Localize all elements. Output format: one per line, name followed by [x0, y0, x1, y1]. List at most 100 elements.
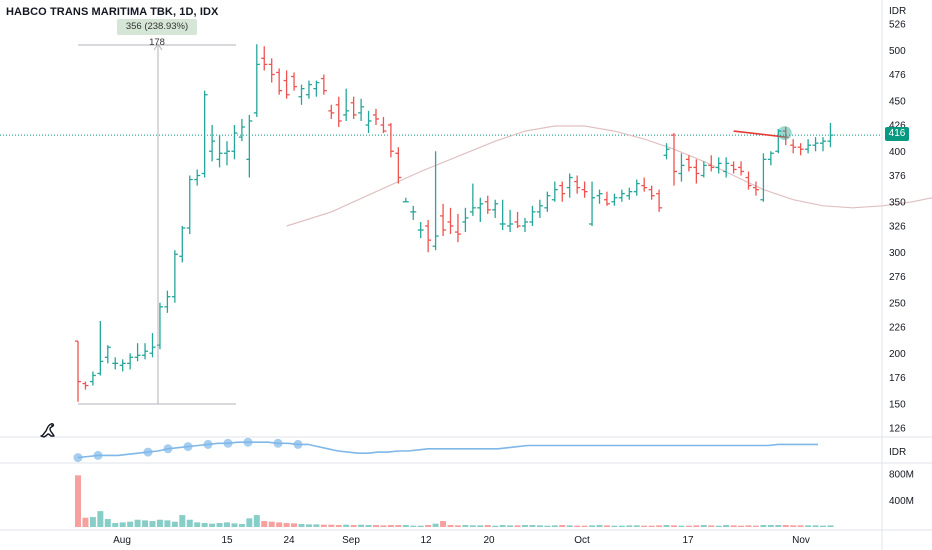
- ohlc-bar: [350, 96, 357, 119]
- time-tick-label: 24: [283, 535, 295, 546]
- time-tick-label: 17: [682, 535, 694, 546]
- volume-bar: [343, 524, 350, 527]
- volume-bar: [574, 525, 581, 527]
- volume-bar: [305, 524, 312, 527]
- measure-arrow-icon: [153, 43, 163, 51]
- volume-bar: [328, 524, 335, 527]
- ohlc-bar: [276, 68, 283, 95]
- ohlc-bar: [395, 147, 402, 184]
- price-tick-label: 476: [889, 70, 906, 81]
- last-price-tag: 416: [885, 127, 909, 141]
- volume-bar: [797, 525, 804, 527]
- volume-bar: [566, 525, 573, 527]
- ohlc-bar: [380, 116, 387, 134]
- ohlc-bar: [358, 98, 365, 121]
- volume-bar: [82, 517, 89, 527]
- ohlc-bar: [581, 181, 588, 198]
- ohlc-bar: [253, 44, 260, 117]
- price-tick-label: 400: [889, 147, 906, 158]
- ohlc-bar: [224, 141, 230, 166]
- volume-bar: [253, 515, 260, 527]
- ohlc-bar: [410, 205, 417, 220]
- volume-bar: [611, 525, 618, 527]
- volume-bar: [715, 525, 722, 527]
- volume-bar: [112, 523, 119, 527]
- indicator-dot: [163, 444, 173, 454]
- ohlc-bar: [305, 80, 312, 99]
- ohlc-bar: [291, 72, 298, 91]
- time-tick-label: Oct: [574, 535, 590, 546]
- time-tick-label: 20: [483, 535, 495, 546]
- volume-bar: [454, 525, 461, 527]
- tradingview-logo-icon[interactable]: [38, 419, 60, 441]
- ohlc-bar: [596, 189, 603, 204]
- ohlc-bar: [104, 345, 111, 364]
- volume-bar: [484, 525, 491, 527]
- volume-bar: [216, 523, 223, 527]
- ohlc-bar: [440, 203, 447, 237]
- indicator-dot: [243, 437, 253, 447]
- ohlc-bar: [551, 181, 558, 202]
- ohlc-bar: [119, 359, 126, 372]
- ohlc-bar: [641, 177, 648, 192]
- ohlc-bar: [313, 80, 320, 97]
- ohlc-bar: [484, 195, 491, 214]
- volume-bar: [663, 525, 670, 527]
- volume-bar: [119, 522, 126, 527]
- volume-bar: [134, 519, 141, 527]
- volume-bar: [700, 525, 707, 527]
- indicator-axis-label: IDR: [889, 447, 906, 458]
- price-tick-label: 200: [889, 349, 906, 360]
- price-tick-label: 250: [889, 298, 906, 309]
- ohlc-bar: [730, 161, 737, 174]
- ohlc-bar: [447, 207, 454, 235]
- price-tick-label: 150: [889, 399, 906, 410]
- ohlc-bar: [738, 161, 745, 176]
- volume-tick-label: 400M: [889, 496, 914, 507]
- volume-bar: [522, 525, 528, 527]
- indicator-dot: [183, 442, 193, 452]
- ohlc-bar: [209, 125, 216, 162]
- ohlc-bar: [365, 110, 372, 134]
- ohlc-bar: [656, 189, 663, 212]
- volume-bar: [589, 525, 596, 527]
- ohlc-bar: [246, 114, 253, 178]
- volume-bar: [440, 521, 447, 527]
- time-tick-label: Sep: [342, 535, 360, 546]
- volume-bar: [685, 525, 692, 527]
- volume-bar: [752, 525, 759, 527]
- volume-bar: [693, 525, 700, 527]
- ohlc-bar: [283, 70, 290, 99]
- ohlc-bar: [373, 108, 379, 125]
- price-tick-label: 176: [889, 373, 906, 384]
- volume-bar: [730, 525, 737, 527]
- indicator-dot: [203, 439, 213, 449]
- volume-bar: [387, 525, 394, 527]
- indicator-dot: [93, 450, 103, 460]
- volume-bar: [790, 525, 797, 527]
- volume-bar: [127, 521, 134, 527]
- volume-bar: [380, 525, 387, 527]
- ohlc-bar: [127, 353, 134, 370]
- ohlc-bar: [477, 197, 484, 222]
- volume-bar: [559, 525, 566, 527]
- ohlc-bar: [216, 135, 223, 168]
- ohlc-bar: [745, 171, 752, 190]
- volume-bar: [201, 523, 208, 527]
- ohlc-bar: [529, 205, 536, 226]
- ohlc-bar: [402, 197, 409, 203]
- ohlc-bar: [335, 96, 342, 128]
- volume-tick-label: 800M: [889, 470, 914, 481]
- volume-bar: [194, 522, 201, 527]
- volume-bar: [320, 524, 327, 527]
- ohlc-bar: [536, 199, 543, 218]
- ohlc-bar: [603, 191, 610, 206]
- ohlc-bar: [775, 129, 782, 154]
- price-tick-label: 226: [889, 323, 906, 334]
- ohlc-bar: [752, 181, 759, 196]
- ohlc-bar: [171, 250, 178, 303]
- volume-bar: [186, 519, 193, 527]
- ohlc-bar: [648, 185, 655, 200]
